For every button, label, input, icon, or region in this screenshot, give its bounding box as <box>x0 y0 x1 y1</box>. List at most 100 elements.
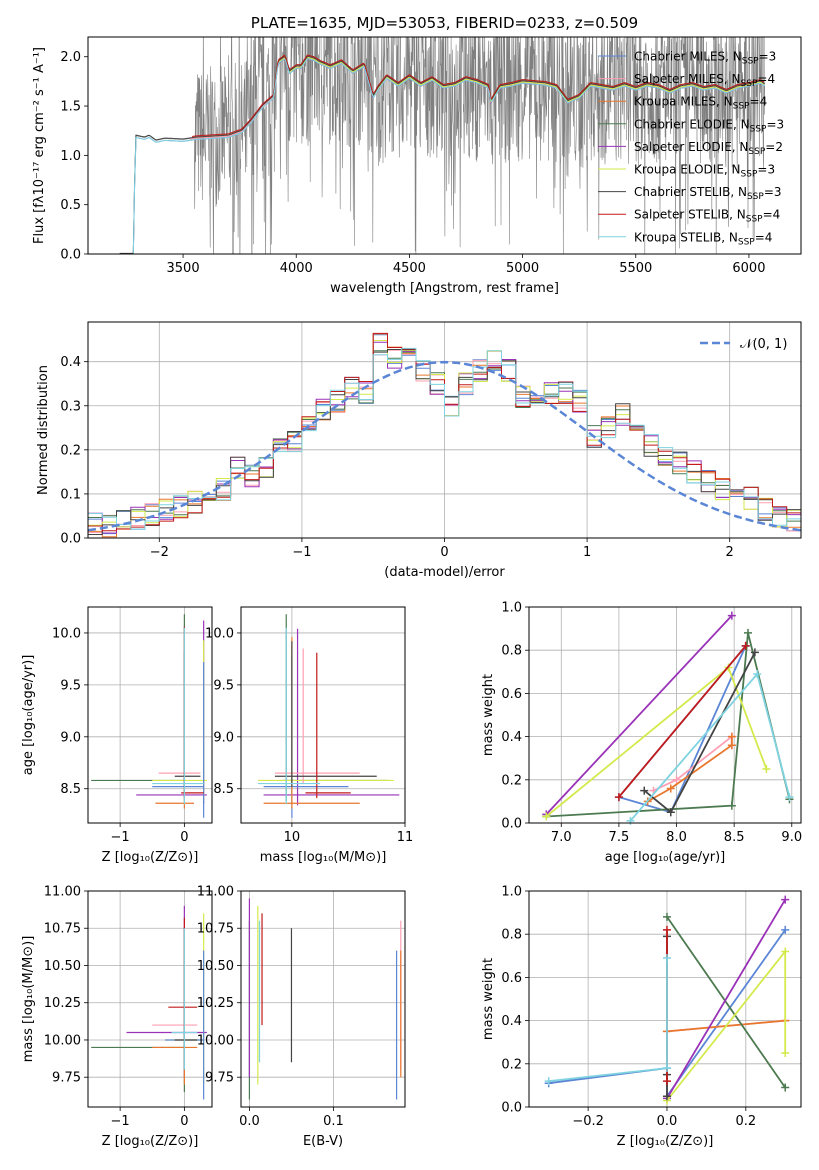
axes-frame <box>528 606 802 824</box>
y-tick-label: 9.5 <box>60 678 81 693</box>
x-axis-label: wavelength [Angstrom, rest frame] <box>330 281 559 296</box>
y-tick-label: 0.8 <box>501 928 522 943</box>
weight-marker-kroupa_miles <box>666 784 675 793</box>
weight-marker-salpeter_stelib <box>662 1077 671 1086</box>
weight-marker-kroupa_stelib <box>662 1064 671 1073</box>
y-tick-label: 0.2 <box>501 1057 522 1072</box>
legend-label-rest: =4 <box>757 72 775 86</box>
y-tick-label: 0.3 <box>60 399 81 414</box>
y-axis-label: mass weight <box>481 958 496 1040</box>
chart-title: PLATE=1635, MJD=53053, FIBERID=0233, z=0… <box>251 14 638 32</box>
weight-marker-salpeter_miles <box>672 775 681 784</box>
legend-subscript: SSP <box>747 192 764 202</box>
legend-subscript: SSP <box>741 170 758 180</box>
legend-subscript: SSP <box>741 79 758 89</box>
x-tick-label: −1 <box>111 830 130 845</box>
y-axis-label: mass weight <box>481 674 496 756</box>
x-tick-label: 3500 <box>167 261 200 276</box>
normal-curve <box>87 360 802 532</box>
legend-label-rest: =3 <box>764 185 782 199</box>
y-tick-label: 0.0 <box>501 817 522 832</box>
weight-line-chabrier_elodie <box>666 916 786 1089</box>
legend-subscript: SSP <box>746 215 763 225</box>
legend-label-rest: =2 <box>765 140 783 154</box>
weight-marker-kroupa_stelib <box>785 793 794 802</box>
y-tick-label: 0.6 <box>501 971 522 986</box>
y-tick-label: 10.25 <box>44 996 81 1011</box>
x-axis-label: mass [log₁₀(M/M⊙)] <box>260 850 387 865</box>
axes-frame <box>240 606 406 824</box>
weight-line-salpeter_elodie <box>666 899 786 1099</box>
y-tick-label: 9.0 <box>213 730 234 745</box>
legend-subscript: SSP <box>750 124 767 134</box>
legend-label-chabrier_stelib: Chabrier STELIB, NSSP=3 <box>634 185 782 202</box>
axes-frame <box>528 890 802 1108</box>
x-tick-label: 5000 <box>506 261 539 276</box>
weight-line-kroupa_elodie <box>666 948 787 1102</box>
x-tick-label: 9.0 <box>781 830 802 845</box>
weight-marker-salpeter_stelib <box>662 925 671 934</box>
legend-subscript: SSP <box>742 57 759 67</box>
weight-marker-chabrier_elodie <box>781 1083 790 1092</box>
axes-frame <box>87 36 802 255</box>
y-tick-label: 9.75 <box>52 1071 81 1086</box>
y-tick-label: 0.4 <box>60 355 81 370</box>
axes-frame <box>87 606 213 824</box>
legend-subscript: SSP <box>748 147 765 157</box>
x-tick-label: 10 <box>284 830 301 845</box>
y-tick-label: 1.0 <box>501 885 522 900</box>
weight-marker-chabrier_stelib <box>750 648 759 657</box>
y-tick-label: 10.0 <box>52 626 81 641</box>
legend-label-rest: =4 <box>750 95 768 109</box>
weight-marker-kroupa_stelib <box>626 816 635 825</box>
y-tick-label: 0.2 <box>60 443 81 458</box>
weight-line-chabrier_miles <box>617 645 747 814</box>
weight-marker-chabrier_elodie <box>743 628 752 637</box>
weight-marker-chabrier_elodie <box>662 912 671 921</box>
x-tick-label: 4500 <box>393 261 426 276</box>
x-tick-label: 0.0 <box>239 1114 260 1129</box>
y-tick-label: 0.4 <box>501 1014 522 1029</box>
x-tick-label: 0.2 <box>735 1114 756 1129</box>
y-tick-label: 8.5 <box>60 782 81 797</box>
y-tick-label: 10.00 <box>44 1033 81 1048</box>
weight-line-salpeter_elodie <box>545 614 733 816</box>
legend-label-rest: =4 <box>755 230 773 244</box>
legend-label-chabrier_elodie: Chabrier ELODIE, NSSP=3 <box>634 117 784 134</box>
y-tick-label: 0.6 <box>501 687 522 702</box>
y-tick-label: 0.2 <box>501 773 522 788</box>
model-spectrum-kroupa_elodie <box>273 56 765 104</box>
weight-marker-salpeter_stelib <box>741 641 750 650</box>
y-tick-label: 10.0 <box>205 626 234 641</box>
y-tick-label: 0.5 <box>60 198 81 213</box>
x-axis-label: Z [log₁₀(Z/Z⊙)] <box>102 850 199 865</box>
legend-subscript: SSP <box>738 237 755 247</box>
y-axis-label: Flux [fλ10⁻¹⁷ erg cm⁻² s⁻¹ A⁻¹] <box>32 47 47 244</box>
y-tick-label: 1.0 <box>60 149 81 164</box>
y-tick-label: 9.5 <box>213 678 234 693</box>
x-tick-label: 4000 <box>280 261 313 276</box>
y-tick-label: 1.5 <box>60 100 81 115</box>
y-tick-label: 10.50 <box>197 959 234 974</box>
legend-label-salpeter_stelib: Salpeter STELIB, NSSP=4 <box>634 208 780 225</box>
legend-label-rest: =3 <box>766 117 784 131</box>
x-tick-label: −0.2 <box>572 1114 604 1129</box>
weight-marker-salpeter_elodie <box>781 895 790 904</box>
x-tick-label: −2 <box>150 545 169 560</box>
y-axis-label: Normed distribution <box>36 365 51 495</box>
weight-marker-kroupa_stelib <box>662 953 671 962</box>
x-tick-label: 5500 <box>619 261 652 276</box>
y-tick-label: 0.0 <box>60 248 81 263</box>
weight-marker-chabrier_stelib <box>666 808 675 817</box>
x-tick-label: 2 <box>726 545 734 560</box>
weight-marker-chabrier_elodie <box>727 801 736 810</box>
x-tick-label: 8.5 <box>724 830 745 845</box>
y-axis-label: age [log₁₀(age/yr)] <box>21 655 36 776</box>
x-tick-label: −1 <box>292 545 311 560</box>
legend-label-rest: =3 <box>757 163 775 177</box>
y-tick-label: 10.25 <box>197 996 234 1011</box>
x-tick-label: 0.1 <box>323 1114 344 1129</box>
weight-marker-salpeter_stelib <box>614 793 623 802</box>
legend-label-salpeter_elodie: Salpeter ELODIE, NSSP=2 <box>634 140 783 157</box>
